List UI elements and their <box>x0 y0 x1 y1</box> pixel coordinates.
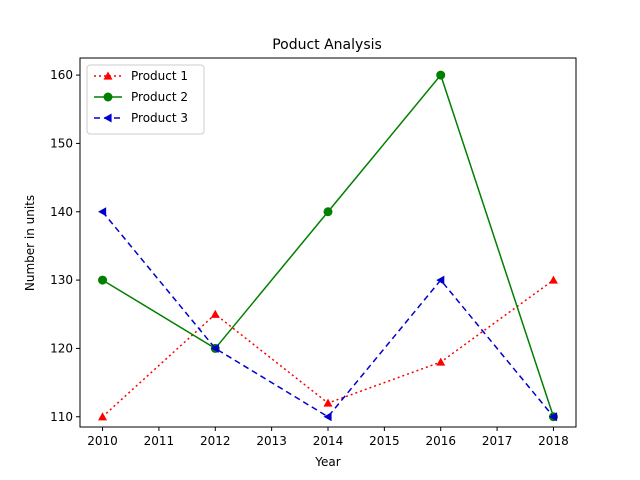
series-3-point <box>98 207 107 217</box>
x-tick-label: 2018 <box>538 434 569 448</box>
legend-item-1: Product 1 <box>94 69 188 83</box>
x-tick-label: 2011 <box>144 434 175 448</box>
series-3-point <box>548 412 558 422</box>
series-2 <box>98 70 558 422</box>
y-tick-label: 150 <box>50 136 73 150</box>
legend-label: Product 2 <box>131 90 188 104</box>
y-tick-label: 140 <box>50 205 73 219</box>
chart-title: Poduct Analysis <box>272 37 382 53</box>
series-1-point <box>210 309 220 318</box>
legend-box <box>86 64 205 135</box>
series-3 <box>98 207 558 422</box>
legend-marker <box>103 92 113 102</box>
axis-layer: 2010 2011 2012 2013 2014 2015 2016 2017 2018 110 1… <box>50 68 569 448</box>
legend-marker <box>103 71 113 80</box>
series-3-point <box>210 343 219 353</box>
series-3-line <box>101 211 555 418</box>
series-3-point <box>323 412 332 422</box>
series-3-point <box>436 275 445 285</box>
x-axis-label: Year <box>314 455 340 469</box>
legend: Product 1 Product 2 Product 3 <box>86 64 205 135</box>
series-1-point <box>98 412 108 421</box>
legend-item-2: Product 2 <box>94 90 188 104</box>
series-1-point <box>436 357 446 366</box>
x-tick-label: 2016 <box>425 434 456 448</box>
series-1-point <box>548 275 558 284</box>
series-2-point <box>323 207 333 217</box>
y-tick-label: 160 <box>50 68 73 82</box>
x-tick-label: 2013 <box>256 434 287 448</box>
y-axis-label: Number in units <box>23 195 37 291</box>
series-1-point <box>323 398 333 407</box>
y-tick-label: 130 <box>50 273 73 287</box>
series-2-point <box>98 275 108 285</box>
x-tick-label: 2012 <box>200 434 231 448</box>
legend-label: Product 3 <box>131 111 188 125</box>
x-tick-label: 2017 <box>482 434 513 448</box>
y-tick-label: 120 <box>50 341 73 355</box>
legend-label: Product 1 <box>131 69 188 83</box>
legend-marker <box>103 113 112 123</box>
x-tick-label: 2014 <box>313 434 344 448</box>
series-layer <box>98 70 558 422</box>
y-tick-label: 110 <box>50 410 73 424</box>
plot-frame <box>79 57 577 428</box>
series-2-point <box>436 70 446 80</box>
legend-item-3: Product 3 <box>94 111 188 125</box>
x-tick-label: 2015 <box>369 434 400 448</box>
x-tick-label: 2010 <box>87 434 118 448</box>
series-1 <box>98 275 558 421</box>
